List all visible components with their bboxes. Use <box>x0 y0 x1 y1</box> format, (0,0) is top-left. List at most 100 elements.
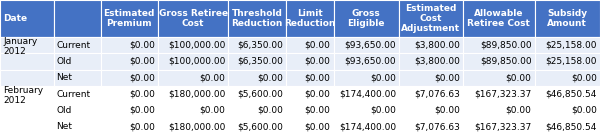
Bar <box>158 37 228 53</box>
Text: $0.00: $0.00 <box>129 41 155 50</box>
Text: Subsidy
Amount: Subsidy Amount <box>547 9 587 28</box>
Bar <box>535 37 600 53</box>
Text: Estimated
Premium: Estimated Premium <box>104 9 155 28</box>
Text: $0.00: $0.00 <box>571 73 597 82</box>
Text: Net: Net <box>56 73 72 82</box>
Text: $7,076.63: $7,076.63 <box>414 90 460 99</box>
Bar <box>54 0 101 37</box>
Bar <box>101 0 158 37</box>
Bar <box>463 53 535 70</box>
Text: $0.00: $0.00 <box>199 106 225 115</box>
Text: $0.00: $0.00 <box>305 57 331 66</box>
Text: January
2012: January 2012 <box>3 37 37 56</box>
Bar <box>228 0 286 37</box>
Bar <box>54 119 101 135</box>
Bar <box>463 119 535 135</box>
Bar <box>463 102 535 119</box>
Bar <box>228 37 286 53</box>
Text: $93,650.00: $93,650.00 <box>344 57 396 66</box>
Bar <box>334 37 399 53</box>
Text: $25,158.00: $25,158.00 <box>545 57 597 66</box>
Bar <box>0 70 54 86</box>
Bar <box>0 53 54 70</box>
Bar <box>0 37 54 53</box>
Bar <box>101 70 158 86</box>
Bar <box>399 37 463 53</box>
Bar <box>158 119 228 135</box>
Bar <box>286 53 334 70</box>
Bar <box>286 86 334 102</box>
Text: $0.00: $0.00 <box>257 73 283 82</box>
Text: $180,000.00: $180,000.00 <box>168 90 225 99</box>
Text: $0.00: $0.00 <box>257 106 283 115</box>
Bar <box>0 102 54 119</box>
Text: Threshold
Reduction: Threshold Reduction <box>231 9 283 28</box>
Text: $7,076.63: $7,076.63 <box>414 122 460 131</box>
Bar <box>158 0 228 37</box>
Bar <box>399 53 463 70</box>
Text: $100,000.00: $100,000.00 <box>168 57 225 66</box>
Bar <box>286 119 334 135</box>
Text: $0.00: $0.00 <box>305 73 331 82</box>
Bar <box>286 37 334 53</box>
Text: $3,800.00: $3,800.00 <box>414 57 460 66</box>
Text: $0.00: $0.00 <box>305 122 331 131</box>
Text: $0.00: $0.00 <box>506 73 532 82</box>
Text: $89,850.00: $89,850.00 <box>480 41 532 50</box>
Text: Date: Date <box>3 14 27 23</box>
Text: $5,600.00: $5,600.00 <box>237 90 283 99</box>
Text: $0.00: $0.00 <box>370 73 396 82</box>
Bar <box>54 86 101 102</box>
Text: $0.00: $0.00 <box>129 73 155 82</box>
Bar <box>101 102 158 119</box>
Text: $167,323.37: $167,323.37 <box>475 90 532 99</box>
Text: $5,600.00: $5,600.00 <box>237 122 283 131</box>
Text: $46,850.54: $46,850.54 <box>545 122 597 131</box>
Bar <box>228 102 286 119</box>
Text: $0.00: $0.00 <box>305 90 331 99</box>
Bar <box>101 53 158 70</box>
Text: $0.00: $0.00 <box>305 41 331 50</box>
Bar <box>54 53 101 70</box>
Text: $0.00: $0.00 <box>129 106 155 115</box>
Bar <box>334 119 399 135</box>
Bar <box>334 53 399 70</box>
Text: $174,400.00: $174,400.00 <box>339 122 396 131</box>
Bar <box>228 119 286 135</box>
Text: $0.00: $0.00 <box>434 106 460 115</box>
Text: $180,000.00: $180,000.00 <box>168 122 225 131</box>
Text: Current: Current <box>56 90 91 99</box>
Text: $0.00: $0.00 <box>506 106 532 115</box>
Bar <box>463 86 535 102</box>
Text: $0.00: $0.00 <box>129 57 155 66</box>
Bar <box>158 102 228 119</box>
Bar <box>286 102 334 119</box>
Text: $89,850.00: $89,850.00 <box>480 57 532 66</box>
Bar <box>158 86 228 102</box>
Text: $6,350.00: $6,350.00 <box>237 41 283 50</box>
Bar <box>0 119 54 135</box>
Bar <box>334 70 399 86</box>
Bar <box>0 86 54 102</box>
Bar <box>228 86 286 102</box>
Bar <box>334 0 399 37</box>
Bar <box>399 0 463 37</box>
Text: $0.00: $0.00 <box>571 106 597 115</box>
Bar <box>228 70 286 86</box>
Bar <box>286 0 334 37</box>
Bar <box>334 102 399 119</box>
Bar <box>535 70 600 86</box>
Text: Estimated
Cost
Adjustment: Estimated Cost Adjustment <box>401 4 460 33</box>
Bar <box>399 86 463 102</box>
Text: $93,650.00: $93,650.00 <box>344 41 396 50</box>
Text: February
2012: February 2012 <box>3 86 43 105</box>
Bar <box>54 37 101 53</box>
Text: Net: Net <box>56 122 72 131</box>
Text: Current: Current <box>56 41 91 50</box>
Bar <box>158 70 228 86</box>
Bar <box>463 0 535 37</box>
Bar <box>101 119 158 135</box>
Bar <box>535 0 600 37</box>
Bar <box>54 102 101 119</box>
Bar <box>463 37 535 53</box>
